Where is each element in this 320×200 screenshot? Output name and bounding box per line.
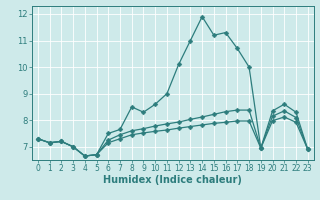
X-axis label: Humidex (Indice chaleur): Humidex (Indice chaleur) xyxy=(103,175,242,185)
